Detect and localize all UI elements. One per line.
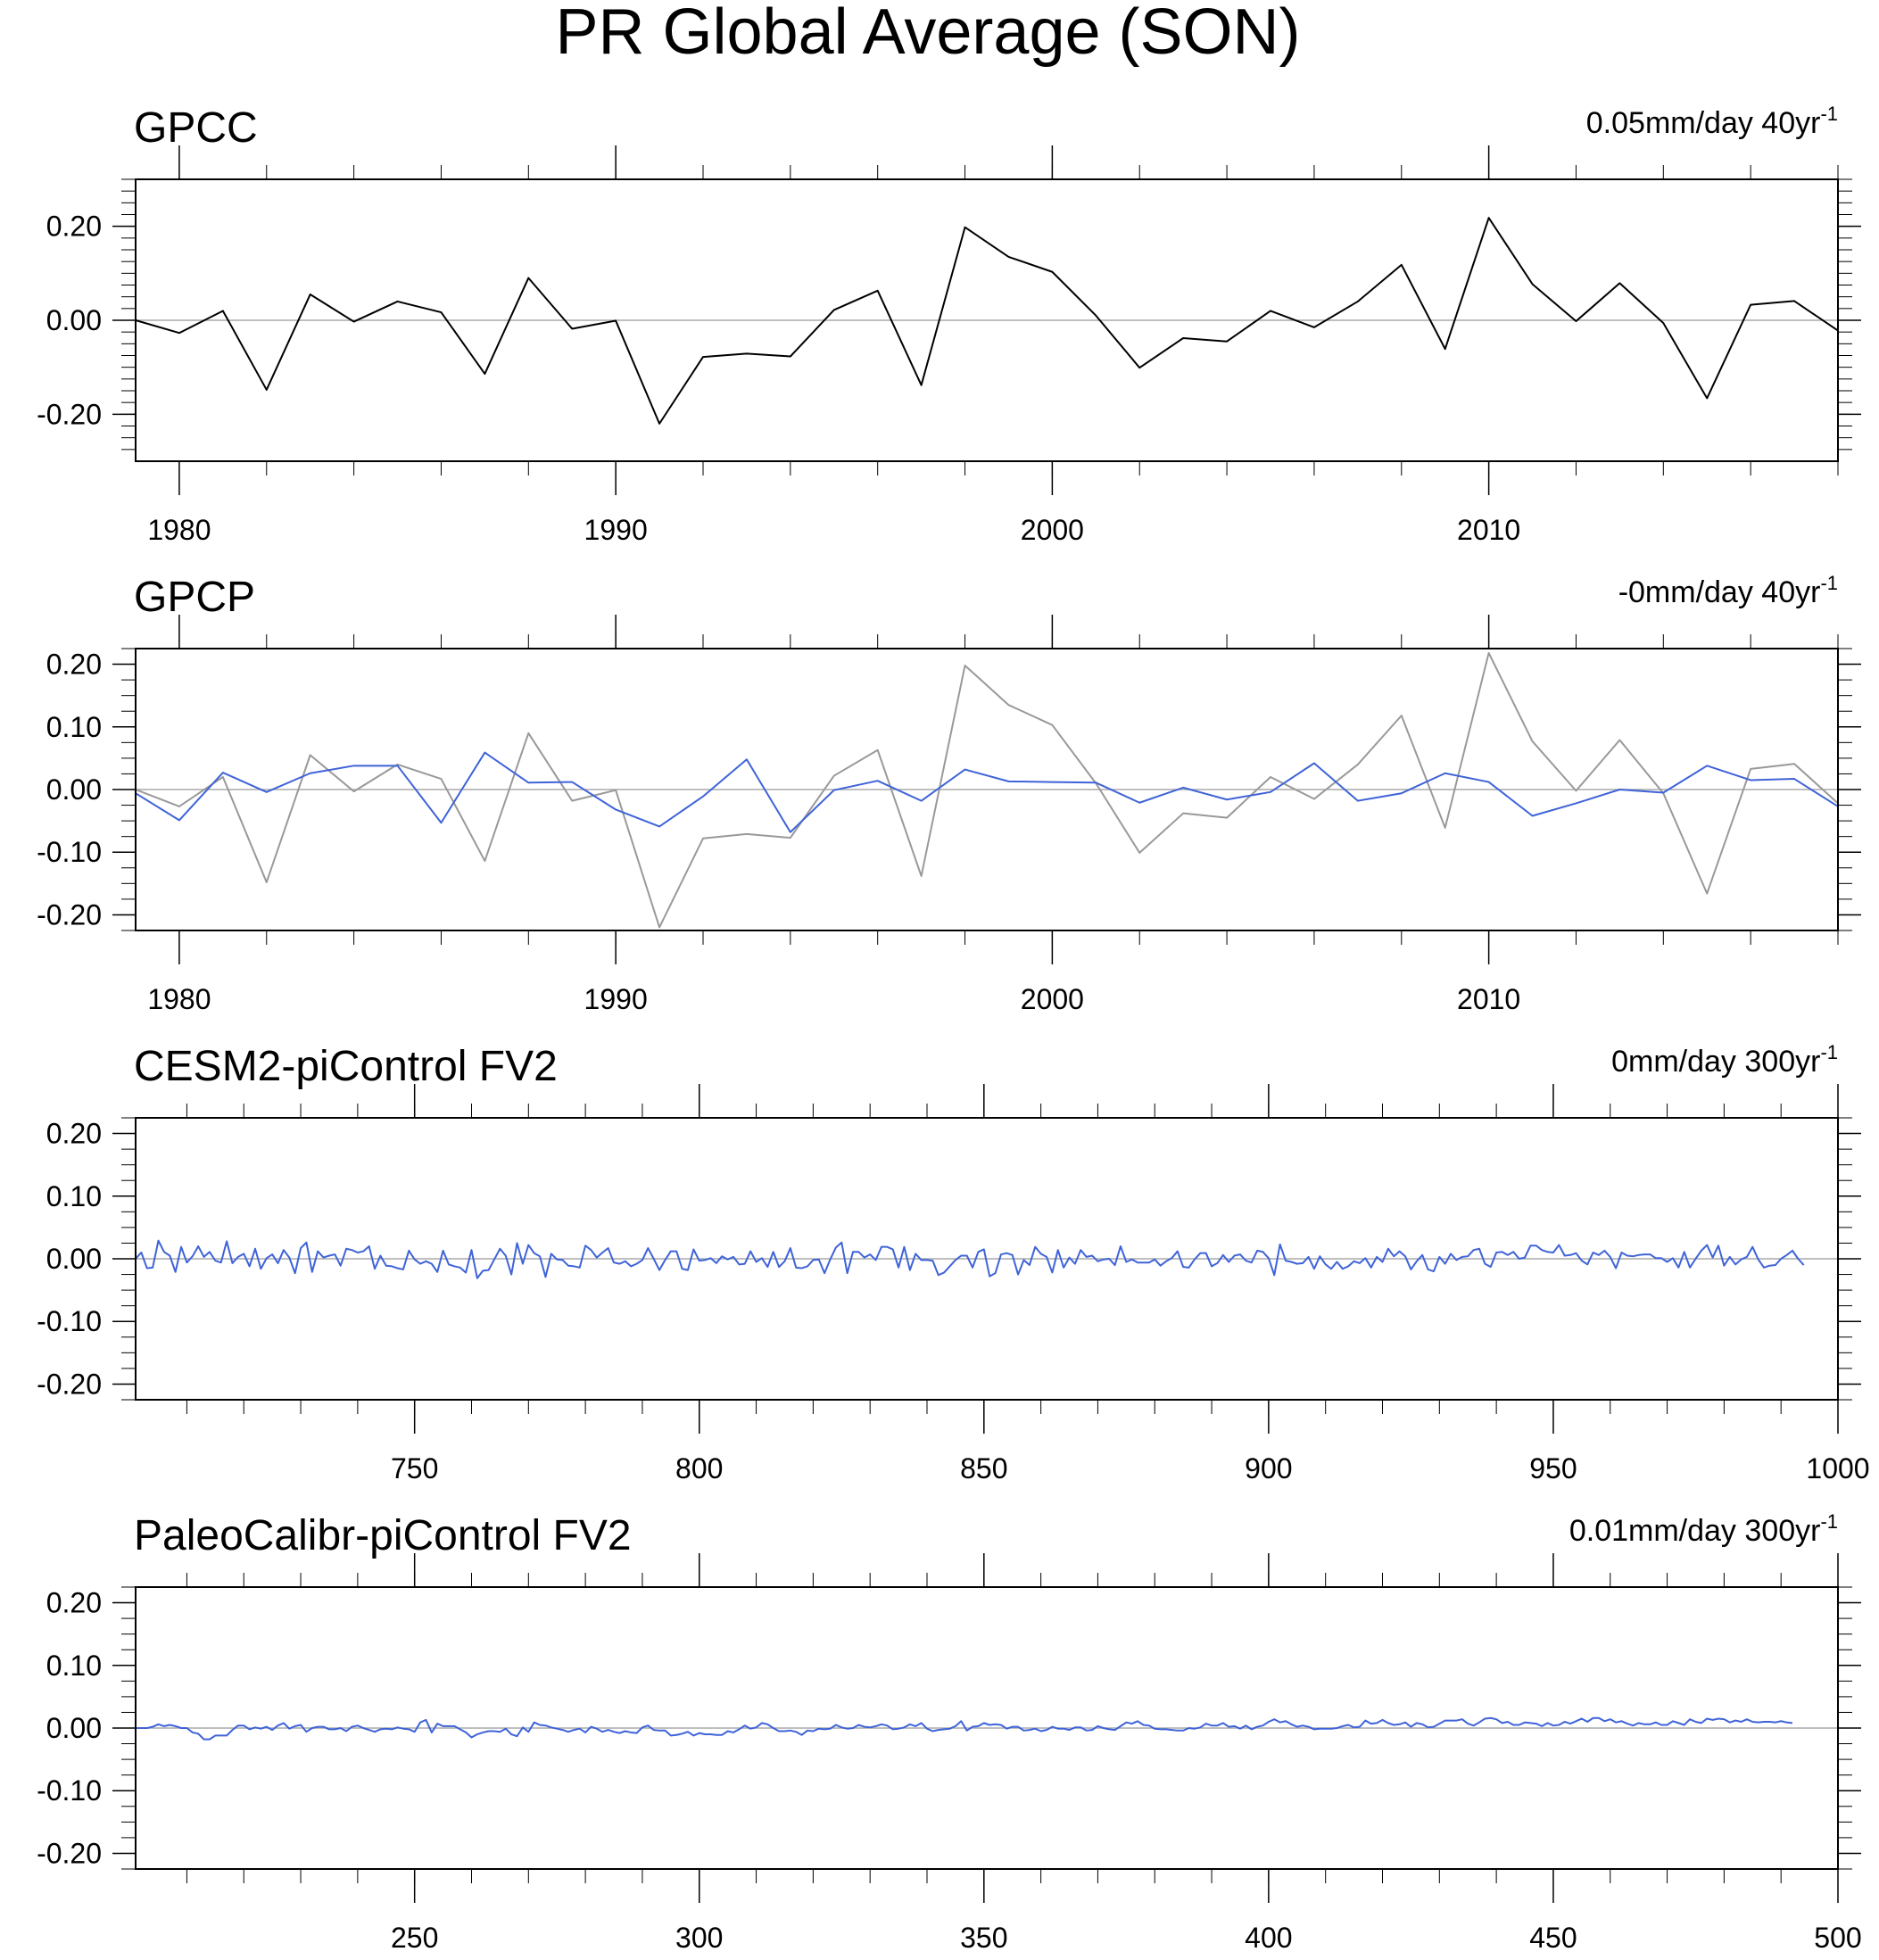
x-tick-label: 750: [391, 1452, 438, 1484]
trend-annotation: 0.01mm/day 300yr-1: [1569, 1510, 1838, 1548]
y-tick-label: 0.00: [46, 1712, 102, 1744]
x-tick-label: 350: [960, 1922, 1007, 1954]
x-tick-label: 2000: [1021, 983, 1084, 1015]
x-tick-label: 850: [960, 1452, 1007, 1484]
series-line: [135, 1239, 1805, 1279]
reference-series-line: [135, 651, 1839, 929]
x-tick-label: 1980: [147, 514, 211, 546]
panel-title: PaleoCalibr-piControl FV2: [134, 1512, 632, 1559]
x-tick-label: 500: [1814, 1922, 1861, 1954]
x-tick-label: 2000: [1021, 514, 1084, 546]
x-tick-label: 1980: [147, 983, 211, 1015]
trend-annotation: 0mm/day 300yr-1: [1611, 1041, 1838, 1079]
y-tick-label: -0.20: [37, 898, 102, 930]
y-tick-label: -0.10: [37, 836, 102, 868]
y-tick-label: -0.20: [37, 1837, 102, 1869]
plot-frame: [135, 1586, 1839, 1870]
x-tick-label: 1000: [1806, 1452, 1869, 1484]
y-tick-label: 0.00: [46, 1243, 102, 1275]
y-tick-label: 0.00: [46, 304, 102, 336]
series-line: [136, 1716, 1793, 1741]
panel-title: GPCC: [134, 104, 258, 152]
panel-title: GPCP: [134, 574, 255, 621]
plot-frame: [135, 648, 1839, 931]
x-tick-label: 2010: [1457, 983, 1520, 1015]
chart-panel-4: PaleoCalibr-piControl FV2 0.01mm/day 300y…: [37, 1510, 1862, 1954]
trend-value: 0.05mm/day 40yr: [1586, 106, 1821, 140]
x-tick-label: 2010: [1457, 514, 1520, 546]
x-tick-label: 300: [675, 1922, 723, 1954]
figure-title: PR Global Average (SON): [555, 0, 1300, 68]
trend-annotation: 0.05mm/day 40yr-1: [1586, 103, 1838, 140]
y-tick-label: 0.10: [46, 711, 102, 743]
trend-value: 0.01mm/day 300yr: [1569, 1514, 1821, 1548]
y-tick-label: 0.00: [46, 773, 102, 806]
chart-panel-1: GPCC 0.05mm/day 40yr-1 -0.20 0.00 0.20 1980 19…: [37, 103, 1861, 546]
x-tick-label: 400: [1245, 1922, 1292, 1954]
x-tick-label: 800: [675, 1452, 723, 1484]
trend-exponent: -1: [1820, 1041, 1838, 1063]
y-tick-label: -0.20: [37, 398, 102, 430]
y-tick-label: 0.10: [46, 1180, 102, 1212]
y-tick-label: 0.20: [46, 211, 102, 243]
x-tick-label: 1990: [584, 514, 648, 546]
chart-panel-3: CESM2-piControl FV2 0mm/day 300yr-1 -0.20 -…: [37, 1041, 1870, 1484]
y-tick-label: -0.20: [37, 1368, 102, 1400]
trend-value: 0mm/day 300yr: [1611, 1045, 1820, 1079]
series-line: [135, 751, 1839, 833]
y-tick-label: 0.20: [46, 1587, 102, 1619]
x-tick-label: 1990: [584, 983, 648, 1015]
y-tick-label: 0.20: [46, 1118, 102, 1150]
y-tick-label: 0.10: [46, 1650, 102, 1682]
plot-frame: [135, 1117, 1839, 1401]
series-line: [135, 217, 1839, 425]
x-tick-label: 900: [1245, 1452, 1292, 1484]
trend-annotation: -0mm/day 40yr-1: [1618, 572, 1838, 609]
plot-frame: [135, 178, 1839, 462]
y-tick-label: -0.10: [37, 1305, 102, 1337]
trend-exponent: -1: [1820, 572, 1838, 594]
x-tick-label: 950: [1529, 1452, 1577, 1484]
panel-title: CESM2-piControl FV2: [134, 1043, 558, 1090]
y-tick-label: -0.10: [37, 1774, 102, 1807]
trend-exponent: -1: [1820, 1510, 1838, 1533]
x-tick-label: 250: [391, 1922, 438, 1954]
x-tick-label: 450: [1529, 1922, 1577, 1954]
chart-panel-2: GPCP -0mm/day 40yr-1 -0.20 -0.10 0.00 0.10 0.2…: [37, 572, 1861, 1015]
trend-value: -0mm/day 40yr: [1618, 575, 1821, 609]
y-tick-label: 0.20: [46, 649, 102, 681]
trend-exponent: -1: [1820, 103, 1838, 125]
